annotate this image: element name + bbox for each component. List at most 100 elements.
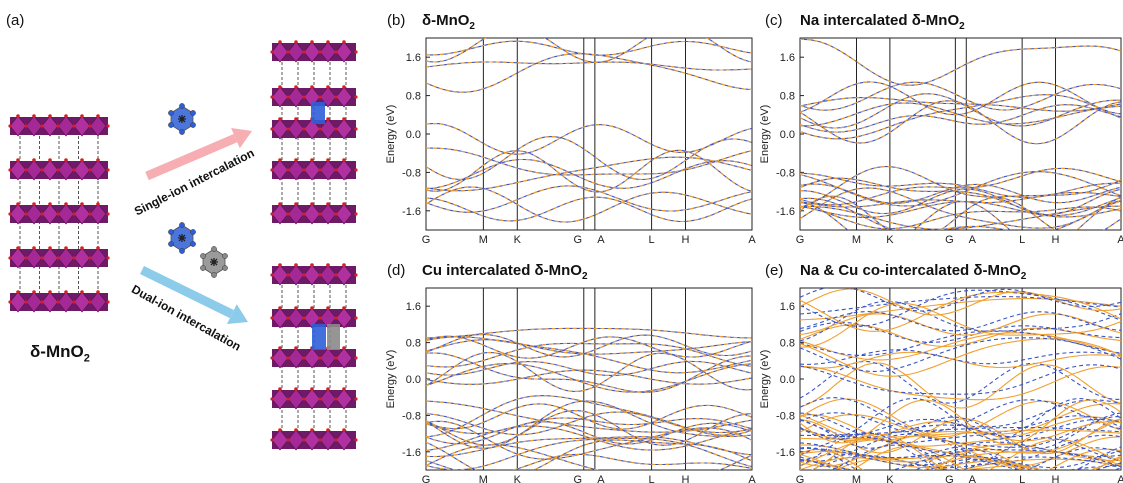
band-series-2 (800, 418, 1121, 438)
oxygen-atom (80, 290, 84, 294)
band-series-2 (426, 362, 752, 393)
kpoint-label: K (886, 474, 894, 483)
band-series-2 (426, 437, 752, 470)
band-chart-c: 1.6 0.8 0.0 -0.8 -1.6 Energy (eV) G M K G A L H A (759, 37, 1123, 246)
panel-e-letter: (e) (765, 262, 784, 279)
band-series-1 (800, 362, 1121, 409)
kpoint-label: G (945, 474, 954, 483)
oxygen-atom (106, 212, 110, 216)
ion-vertex (168, 229, 174, 235)
oxygen-atom (64, 202, 68, 206)
oxygen-atom (318, 50, 322, 54)
band-series-1 (851, 446, 1121, 470)
mno6-octahedron (335, 159, 353, 181)
plot-frame (425, 287, 753, 471)
band-series-2 (426, 411, 752, 436)
ion-vertex (190, 122, 196, 128)
oxygen-atom (354, 95, 358, 99)
kpoint-label: A (969, 234, 977, 246)
panel-c-title-sub: 2 (959, 21, 965, 32)
kpoint-label: M (479, 474, 488, 483)
y-tick-label: -1.6 (776, 206, 795, 218)
band-series-2 (800, 100, 1121, 145)
kpoint-label: M (852, 234, 861, 246)
oxygen-atom (48, 202, 52, 206)
oxygen-atom (310, 202, 314, 206)
kpoint-label: L (649, 234, 655, 246)
ion-center (210, 258, 218, 266)
oxygen-atom (72, 256, 76, 260)
y-tick-label: 0.8 (406, 338, 421, 350)
ion-vertex (190, 110, 196, 116)
oxygen-atom (56, 300, 60, 304)
panel-c-title: Na intercalated δ-MnO2 (800, 12, 965, 32)
oxygen-atom (342, 387, 346, 391)
oxygen-atom (88, 256, 92, 260)
band-series-2 (800, 93, 1121, 129)
mno6-octahedron (335, 429, 353, 451)
band-series-1 (800, 457, 1035, 470)
kpoint-label: M (852, 474, 861, 483)
band-series-2 (426, 186, 752, 223)
ion-vertex (168, 122, 174, 128)
oxygen-atom (278, 40, 282, 44)
ion-center (178, 234, 186, 242)
oxygen-atom (40, 168, 44, 172)
y-axis-label: Energy (eV) (759, 350, 771, 409)
oxygen-atom (334, 438, 338, 442)
band-series-2 (426, 453, 752, 470)
oxygen-atom (270, 212, 274, 216)
oxygen-atom (72, 300, 76, 304)
oxygen-atom (270, 50, 274, 54)
band-series-2 (800, 172, 1121, 199)
band-lines (426, 327, 752, 470)
oxygen-atom (16, 114, 20, 118)
oxygen-atom (270, 273, 274, 277)
panel-b-title-sub: 2 (469, 21, 475, 32)
oxygen-atom (302, 273, 306, 277)
oxygen-atom (326, 117, 330, 121)
mno2-layer (8, 158, 110, 181)
oxygen-atom (80, 158, 84, 162)
band-series-2 (800, 311, 1121, 332)
oxygen-atom (8, 124, 12, 128)
band-series-2 (800, 416, 1121, 450)
kpoint-label: G (796, 474, 805, 483)
band-series-2 (426, 360, 752, 376)
oxygen-atom (294, 158, 298, 162)
oxygen-atom (16, 202, 20, 206)
band-series-2 (426, 61, 752, 71)
y-tick-label: 1.6 (406, 301, 421, 313)
dual-ion-structure (270, 263, 358, 451)
panel-c-letter: (c) (765, 12, 783, 29)
oxygen-atom (326, 202, 330, 206)
oxygen-atom (64, 246, 68, 250)
mno6-octahedron (335, 86, 353, 108)
oxygen-atom (48, 114, 52, 118)
mno6-octahedron (335, 41, 353, 63)
band-series-2 (426, 156, 752, 192)
oxygen-atom (302, 212, 306, 216)
oxygen-atom (106, 168, 110, 172)
plot-frame (425, 37, 753, 231)
oxygen-atom (342, 306, 346, 310)
oxygen-atom (302, 356, 306, 360)
oxygen-atom (16, 246, 20, 250)
kpoint-label: M (479, 234, 488, 246)
y-axis-label: Energy (eV) (385, 105, 397, 164)
oxygen-atom (326, 263, 330, 267)
oxygen-atom (354, 316, 358, 320)
oxygen-atom (278, 117, 282, 121)
oxygen-atom (286, 438, 290, 442)
oxygen-atom (334, 212, 338, 216)
oxygen-atom (88, 300, 92, 304)
oxygen-atom (96, 246, 100, 250)
oxygen-atom (326, 428, 330, 432)
band-series-2 (426, 400, 752, 433)
band-series-1 (800, 398, 1121, 438)
mno2-layer (270, 346, 358, 369)
band-series-1 (800, 195, 1121, 230)
mno2-layer (270, 202, 358, 225)
oxygen-atom (342, 85, 346, 89)
